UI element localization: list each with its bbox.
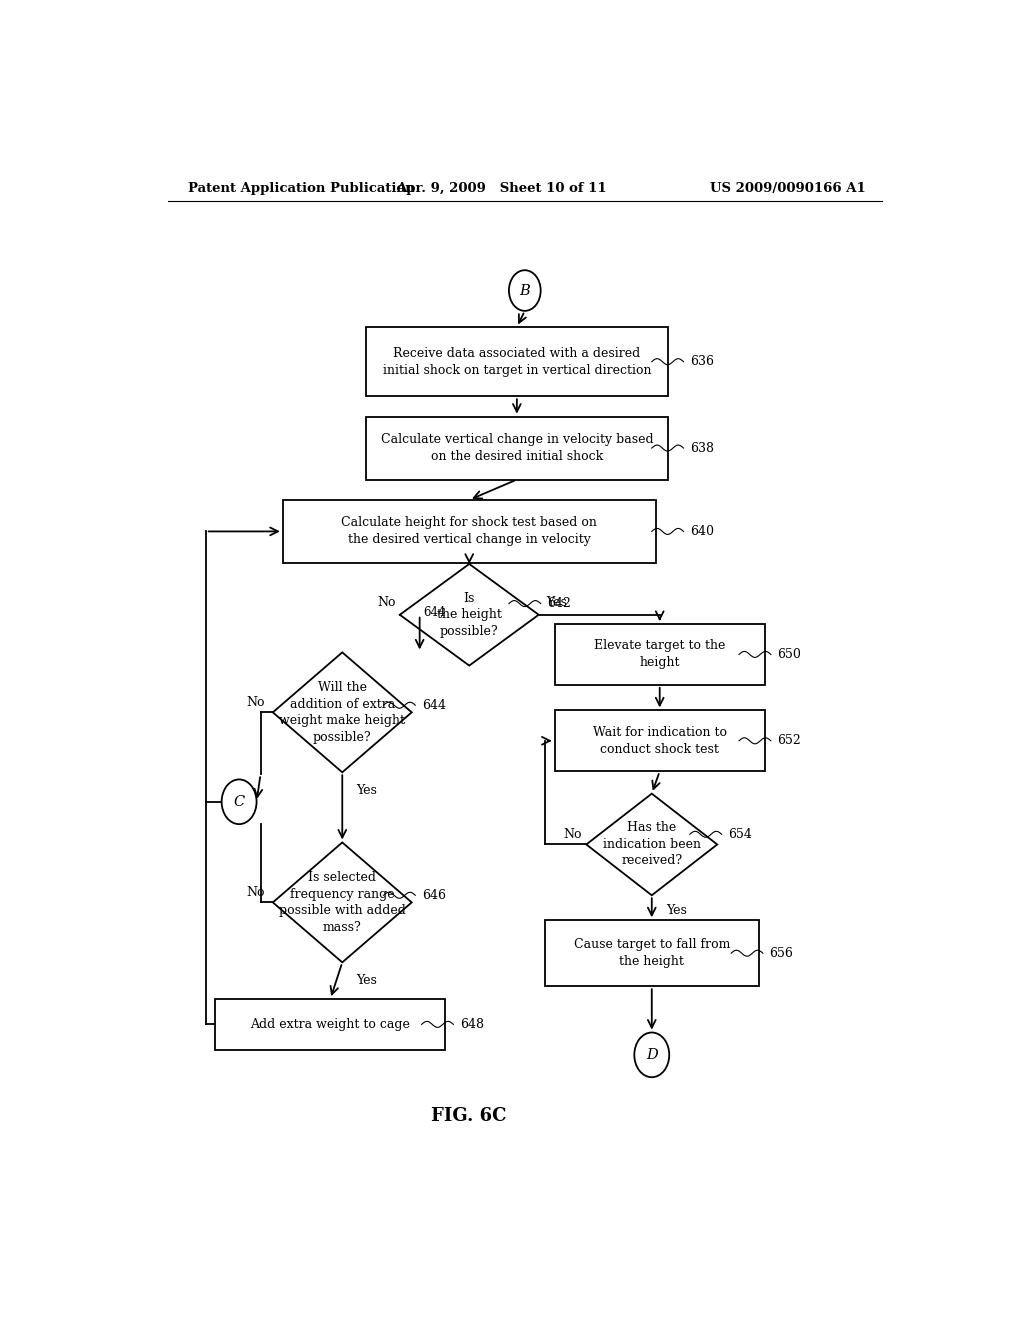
Text: US 2009/0090166 A1: US 2009/0090166 A1 xyxy=(711,182,866,195)
Polygon shape xyxy=(399,564,539,665)
Text: Has the
indication been
received?: Has the indication been received? xyxy=(603,821,700,867)
Polygon shape xyxy=(272,652,412,772)
Text: Apr. 9, 2009   Sheet 10 of 11: Apr. 9, 2009 Sheet 10 of 11 xyxy=(395,182,606,195)
FancyBboxPatch shape xyxy=(555,710,765,771)
Text: No: No xyxy=(564,828,583,841)
Text: 638: 638 xyxy=(690,442,714,454)
FancyBboxPatch shape xyxy=(367,417,668,479)
Text: 654: 654 xyxy=(728,828,752,841)
FancyBboxPatch shape xyxy=(545,920,759,986)
Circle shape xyxy=(221,779,257,824)
Text: Patent Application Publication: Patent Application Publication xyxy=(187,182,415,195)
Text: 644: 644 xyxy=(424,606,446,619)
Text: No: No xyxy=(247,886,265,899)
Text: FIG. 6C: FIG. 6C xyxy=(431,1107,507,1125)
Text: No: No xyxy=(377,597,396,609)
Text: No: No xyxy=(247,696,265,709)
Text: Calculate vertical change in velocity based
on the desired initial shock: Calculate vertical change in velocity ba… xyxy=(381,433,653,463)
Circle shape xyxy=(634,1032,670,1077)
Text: Receive data associated with a desired
initial shock on target in vertical direc: Receive data associated with a desired i… xyxy=(383,347,651,376)
Text: B: B xyxy=(519,284,530,297)
Text: 646: 646 xyxy=(422,888,445,902)
Text: D: D xyxy=(646,1048,657,1061)
Text: Is
the height
possible?: Is the height possible? xyxy=(437,591,502,638)
Circle shape xyxy=(509,271,541,312)
Text: 644: 644 xyxy=(422,698,445,711)
Text: 656: 656 xyxy=(769,946,794,960)
Text: Will the
addition of extra
weight make height
possible?: Will the addition of extra weight make h… xyxy=(280,681,406,743)
Polygon shape xyxy=(272,842,412,962)
Text: Yes: Yes xyxy=(356,974,378,987)
FancyBboxPatch shape xyxy=(215,999,445,1049)
Text: C: C xyxy=(233,795,245,809)
Text: 640: 640 xyxy=(690,525,714,539)
FancyBboxPatch shape xyxy=(367,327,668,396)
Text: Cause target to fall from
the height: Cause target to fall from the height xyxy=(573,939,730,969)
Text: Elevate target to the
height: Elevate target to the height xyxy=(594,639,725,669)
Text: Wait for indication to
conduct shock test: Wait for indication to conduct shock tes… xyxy=(593,726,727,756)
Text: Yes: Yes xyxy=(356,784,378,797)
FancyBboxPatch shape xyxy=(283,500,655,562)
Text: 652: 652 xyxy=(777,734,801,747)
Text: Yes: Yes xyxy=(666,904,687,917)
Polygon shape xyxy=(587,793,717,895)
Text: 642: 642 xyxy=(547,597,571,610)
Text: Is selected
frequency range
possible with added
mass?: Is selected frequency range possible wit… xyxy=(279,871,406,933)
Text: 648: 648 xyxy=(460,1018,483,1031)
Text: 650: 650 xyxy=(777,648,801,661)
FancyBboxPatch shape xyxy=(555,624,765,685)
Text: Add extra weight to cage: Add extra weight to cage xyxy=(251,1018,411,1031)
Text: Yes: Yes xyxy=(547,597,567,609)
Text: 636: 636 xyxy=(690,355,714,368)
Text: Calculate height for shock test based on
the desired vertical change in velocity: Calculate height for shock test based on… xyxy=(341,516,597,546)
